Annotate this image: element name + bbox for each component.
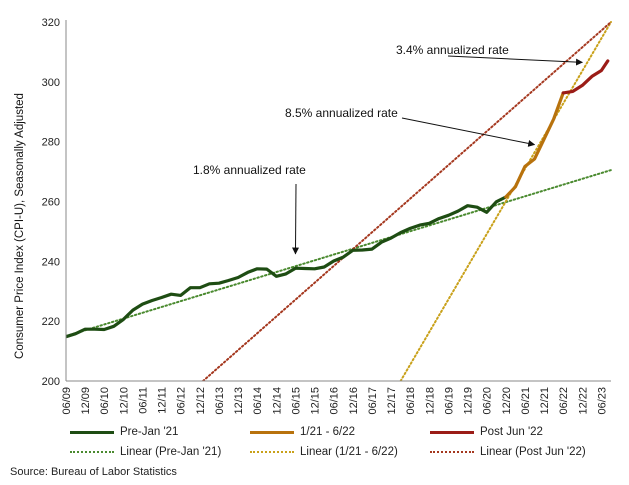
x-tick-label: 06/14 (252, 387, 264, 415)
legend-swatch (430, 430, 474, 434)
legend-label: Linear (Pre-Jan '21) (120, 446, 222, 458)
series-line-linear-1-21-6-22 (399, 21, 612, 381)
x-tick-label: 06/23 (596, 387, 608, 415)
series-line-linear-post-jun-22 (202, 21, 612, 381)
y-tick-labels: 200 220 240 260 280 300 320 (42, 17, 60, 388)
x-tick-label: 12/10 (118, 387, 130, 415)
annotation-label: 8.5% annualized rate (285, 106, 398, 120)
series-line-post-jun-22 (561, 59, 610, 95)
x-tick-label: 12/11 (157, 387, 169, 414)
source-note: Source: Bureau of Labor Statistics (10, 466, 177, 478)
x-tick-label: 12/15 (310, 387, 322, 415)
x-tick-label: 12/20 (501, 387, 513, 415)
x-tick-label: 06/16 (329, 387, 341, 415)
x-tick-label: 12/16 (348, 387, 360, 415)
y-tick-label: 260 (42, 197, 60, 209)
y-tick-label: 320 (42, 17, 60, 29)
legend-item: Linear (1/21 - 6/22) (250, 444, 398, 460)
annotation-arrow (447, 55, 584, 66)
y-axis-title-group: Consumer Price Index (CPI-U), Seasonally… (14, 93, 26, 359)
legend-swatch (70, 430, 114, 434)
legend-item: Linear (Post Jun '22) (430, 444, 586, 460)
annotation-label: 1.8% annualized rate (193, 163, 306, 177)
y-tick-label: 280 (42, 137, 60, 149)
legend-label: Linear (Post Jun '22) (480, 446, 586, 458)
legend-item: Pre-Jan '21 (70, 424, 178, 440)
annotation-arrow (292, 183, 300, 255)
x-tick-label: 06/10 (99, 387, 111, 415)
x-tick-label: 06/18 (405, 387, 417, 415)
annotations: 3.4% annualized rate 8.5% annualized rate… (193, 43, 584, 255)
y-tick-label: 220 (42, 316, 60, 328)
x-tick-labels: 06/09 12/09 06/10 12/10 06/11 12/11 06/12 12/12… (61, 387, 608, 415)
legend-item: Post Jun '22 (430, 424, 543, 440)
x-tick-label: 06/13 (214, 387, 226, 415)
legend: Pre-Jan '21 1/21 - 6/22 Post Jun '22 Linear… (70, 424, 615, 464)
x-tick-label: 12/12 (195, 387, 207, 415)
cpi-chart: Consumer Price Index (CPI-U), Seasonally… (14, 17, 612, 415)
x-tick-label: 12/17 (386, 387, 398, 415)
x-tick-label: 12/19 (463, 387, 475, 415)
y-axis-title: Consumer Price Index (CPI-U), Seasonally… (14, 93, 26, 359)
x-tick-label: 12/18 (424, 387, 436, 415)
x-tick-label: 06/21 (520, 387, 532, 415)
x-tick-label: 06/17 (367, 387, 379, 415)
series-line-pre-jan-21 (66, 195, 508, 339)
legend-swatch (250, 430, 294, 434)
legend-label: Linear (1/21 - 6/22) (300, 446, 398, 458)
legend-item: 1/21 - 6/22 (250, 424, 355, 440)
x-tick-label: 12/22 (577, 387, 589, 415)
legend-label: Pre-Jan '21 (120, 426, 179, 438)
x-tick-label: 06/12 (176, 387, 188, 415)
x-tick-label: 06/09 (61, 387, 73, 415)
legend-swatch (430, 451, 474, 453)
legend-item: Linear (Pre-Jan '21) (70, 444, 221, 460)
annotation-label: 3.4% annualized rate (396, 43, 509, 57)
x-tick-label: 06/22 (558, 387, 570, 415)
x-tick-label: 12/21 (539, 387, 551, 415)
series-line-linear-pre-jan-21 (66, 169, 612, 338)
axes (65, 20, 611, 382)
plot-area (66, 21, 612, 381)
x-tick-label: 12/13 (233, 387, 245, 415)
y-tick-label: 240 (42, 256, 60, 268)
y-tick-label: 200 (42, 376, 60, 388)
x-tick-label: 06/11 (137, 387, 149, 414)
y-tick-label: 300 (42, 77, 60, 89)
x-tick-label: 12/14 (271, 387, 283, 415)
legend-label: Post Jun '22 (480, 426, 543, 438)
x-tick-label: 06/20 (482, 387, 494, 415)
x-tick-label: 06/15 (290, 387, 302, 415)
series-line-1-21-6-22 (504, 91, 565, 199)
legend-label: 1/21 - 6/22 (300, 426, 355, 438)
x-tick-label: 12/09 (80, 387, 92, 415)
annotation-arrow (401, 117, 536, 147)
legend-swatch (70, 451, 114, 453)
x-tick-label: 06/19 (443, 387, 455, 415)
legend-swatch (250, 451, 294, 453)
